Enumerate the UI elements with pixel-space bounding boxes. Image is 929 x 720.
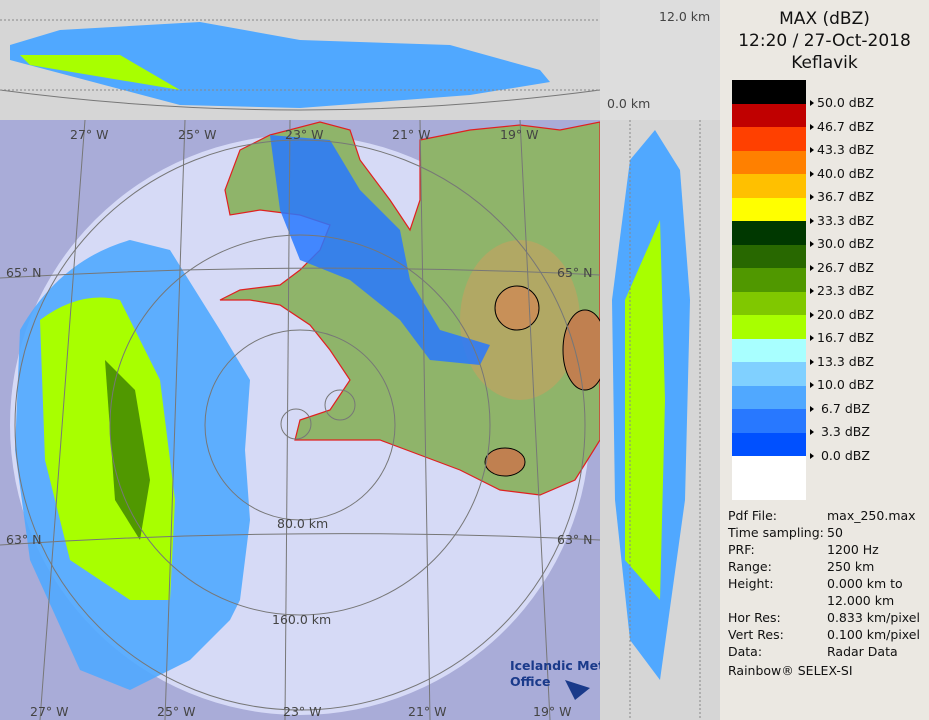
legend-label: 23.3 dBZ — [810, 283, 874, 298]
lon-label-top: 21° W — [392, 127, 431, 142]
glacier-myrdalsjokull — [484, 447, 526, 477]
legend-swatch — [732, 432, 806, 456]
info-key: PRF: — [728, 542, 755, 557]
imo-logo: Icelandic Met Office — [510, 658, 604, 700]
legend-label: 26.7 dBZ — [810, 260, 874, 275]
legend-swatch — [732, 409, 806, 433]
legend-swatch-below — [732, 456, 806, 500]
info-value: 0.000 km to — [827, 576, 903, 591]
legend-swatch — [732, 103, 806, 127]
info-value: 0.100 km/pixel — [827, 627, 920, 642]
legend-swatch — [732, 150, 806, 174]
legend-panel: MAX (dBZ) 12:20 / 27-Oct-2018 Keflavik 5… — [720, 0, 929, 720]
legend-label: 16.7 dBZ — [810, 330, 874, 345]
credit: Rainbow® SELEX-SI — [728, 663, 853, 678]
range-label-160: 160.0 km — [272, 612, 331, 627]
radar-map: 27° W 25° W 23° W 21° W 19° W 27° W 25° … — [0, 0, 720, 720]
legend-swatch — [732, 338, 806, 362]
info-value: 50 — [827, 525, 843, 540]
info-key: Data: — [728, 644, 763, 659]
info-value: max_250.max — [827, 508, 916, 523]
lon-label-bottom: 19° W — [533, 704, 572, 719]
svg-text:Office: Office — [510, 674, 550, 689]
legend-label: 46.7 dBZ — [810, 119, 874, 134]
legend-label: 36.7 dBZ — [810, 189, 874, 204]
site-name: Keflavik — [791, 53, 858, 73]
legend-label: 40.0 dBZ — [810, 166, 874, 181]
legend-label: 50.0 dBZ — [810, 95, 874, 110]
datetime: 12:20 / 27-Oct-2018 — [738, 31, 911, 51]
lon-label-top: 23° W — [285, 127, 324, 142]
lon-label-bottom: 27° W — [30, 704, 69, 719]
info-value: 250 km — [827, 559, 875, 574]
top-section-core — [20, 55, 180, 90]
legend-swatch — [732, 362, 806, 386]
lat-label-left: 65° N — [6, 265, 41, 280]
lon-label-top: 27° W — [70, 127, 109, 142]
legend-label: 33.3 dBZ — [810, 213, 874, 228]
range-ring-80 — [204, 329, 396, 521]
legend-swatch — [732, 291, 806, 315]
legend-label: 13.3 dBZ — [810, 354, 874, 369]
info-key: Pdf File: — [728, 508, 777, 523]
info-value: 0.833 km/pixel — [827, 610, 920, 625]
legend-label: 43.3 dBZ — [810, 142, 874, 157]
info-key: Hor Res: — [728, 610, 781, 625]
legend-swatch — [732, 174, 806, 198]
legend-swatch — [732, 268, 806, 292]
legend-swatch — [732, 385, 806, 409]
legend-label: 10.0 dBZ — [810, 377, 874, 392]
range-ring-240 — [14, 139, 586, 711]
info-key: Height: — [728, 576, 774, 591]
legend-swatch — [732, 80, 806, 104]
legend-title: MAX (dBZ) 12:20 / 27-Oct-2018 Keflavik — [720, 8, 929, 74]
lat-label-right: 63° N — [557, 532, 592, 547]
legend-label: 3.3 dBZ — [810, 424, 870, 439]
radar-site — [280, 408, 312, 440]
info-key: Vert Res: — [728, 627, 784, 642]
lon-label-bottom: 21° W — [408, 704, 447, 719]
info-value: 1200 Hz — [827, 542, 879, 557]
info-value: 12.000 km — [827, 593, 895, 608]
legend-label: 20.0 dBZ — [810, 307, 874, 322]
graticule — [0, 120, 600, 720]
lat-label-right: 65° N — [557, 265, 592, 280]
glacier-vatnajokull — [562, 309, 600, 391]
precip-max — [105, 360, 150, 540]
info-key: Range: — [728, 559, 772, 574]
legend-swatch — [732, 221, 806, 245]
precip-north — [270, 135, 490, 365]
svg-text:Icelandic Met: Icelandic Met — [510, 658, 604, 673]
legend-swatch — [732, 197, 806, 221]
lon-label-top: 19° W — [500, 127, 539, 142]
legend-label: 30.0 dBZ — [810, 236, 874, 251]
legend-swatch — [732, 127, 806, 151]
top-section-echo — [10, 22, 550, 108]
product-title: MAX (dBZ) — [779, 9, 870, 29]
corner-panel — [600, 0, 720, 120]
range-ring-160 — [109, 234, 491, 616]
info-value: Radar Data — [827, 644, 898, 659]
lon-label-bottom: 23° W — [283, 704, 322, 719]
legend-label: 0.0 dBZ — [810, 448, 870, 463]
legend-swatch — [732, 244, 806, 268]
height-bottom-label: 0.0 km — [607, 96, 650, 111]
lon-label-top: 25° W — [178, 127, 217, 142]
right-section-core — [625, 220, 665, 600]
height-top-label: 12.0 km — [659, 9, 710, 24]
legend-swatch — [732, 315, 806, 339]
range-label-80: 80.0 km — [277, 516, 328, 531]
glacier-langjokull — [494, 285, 540, 331]
info-key: Time sampling: — [728, 525, 824, 540]
lat-label-left: 63° N — [6, 532, 41, 547]
legend-label: 6.7 dBZ — [810, 401, 870, 416]
lon-label-bottom: 25° W — [157, 704, 196, 719]
radar-site-2 — [324, 389, 356, 421]
